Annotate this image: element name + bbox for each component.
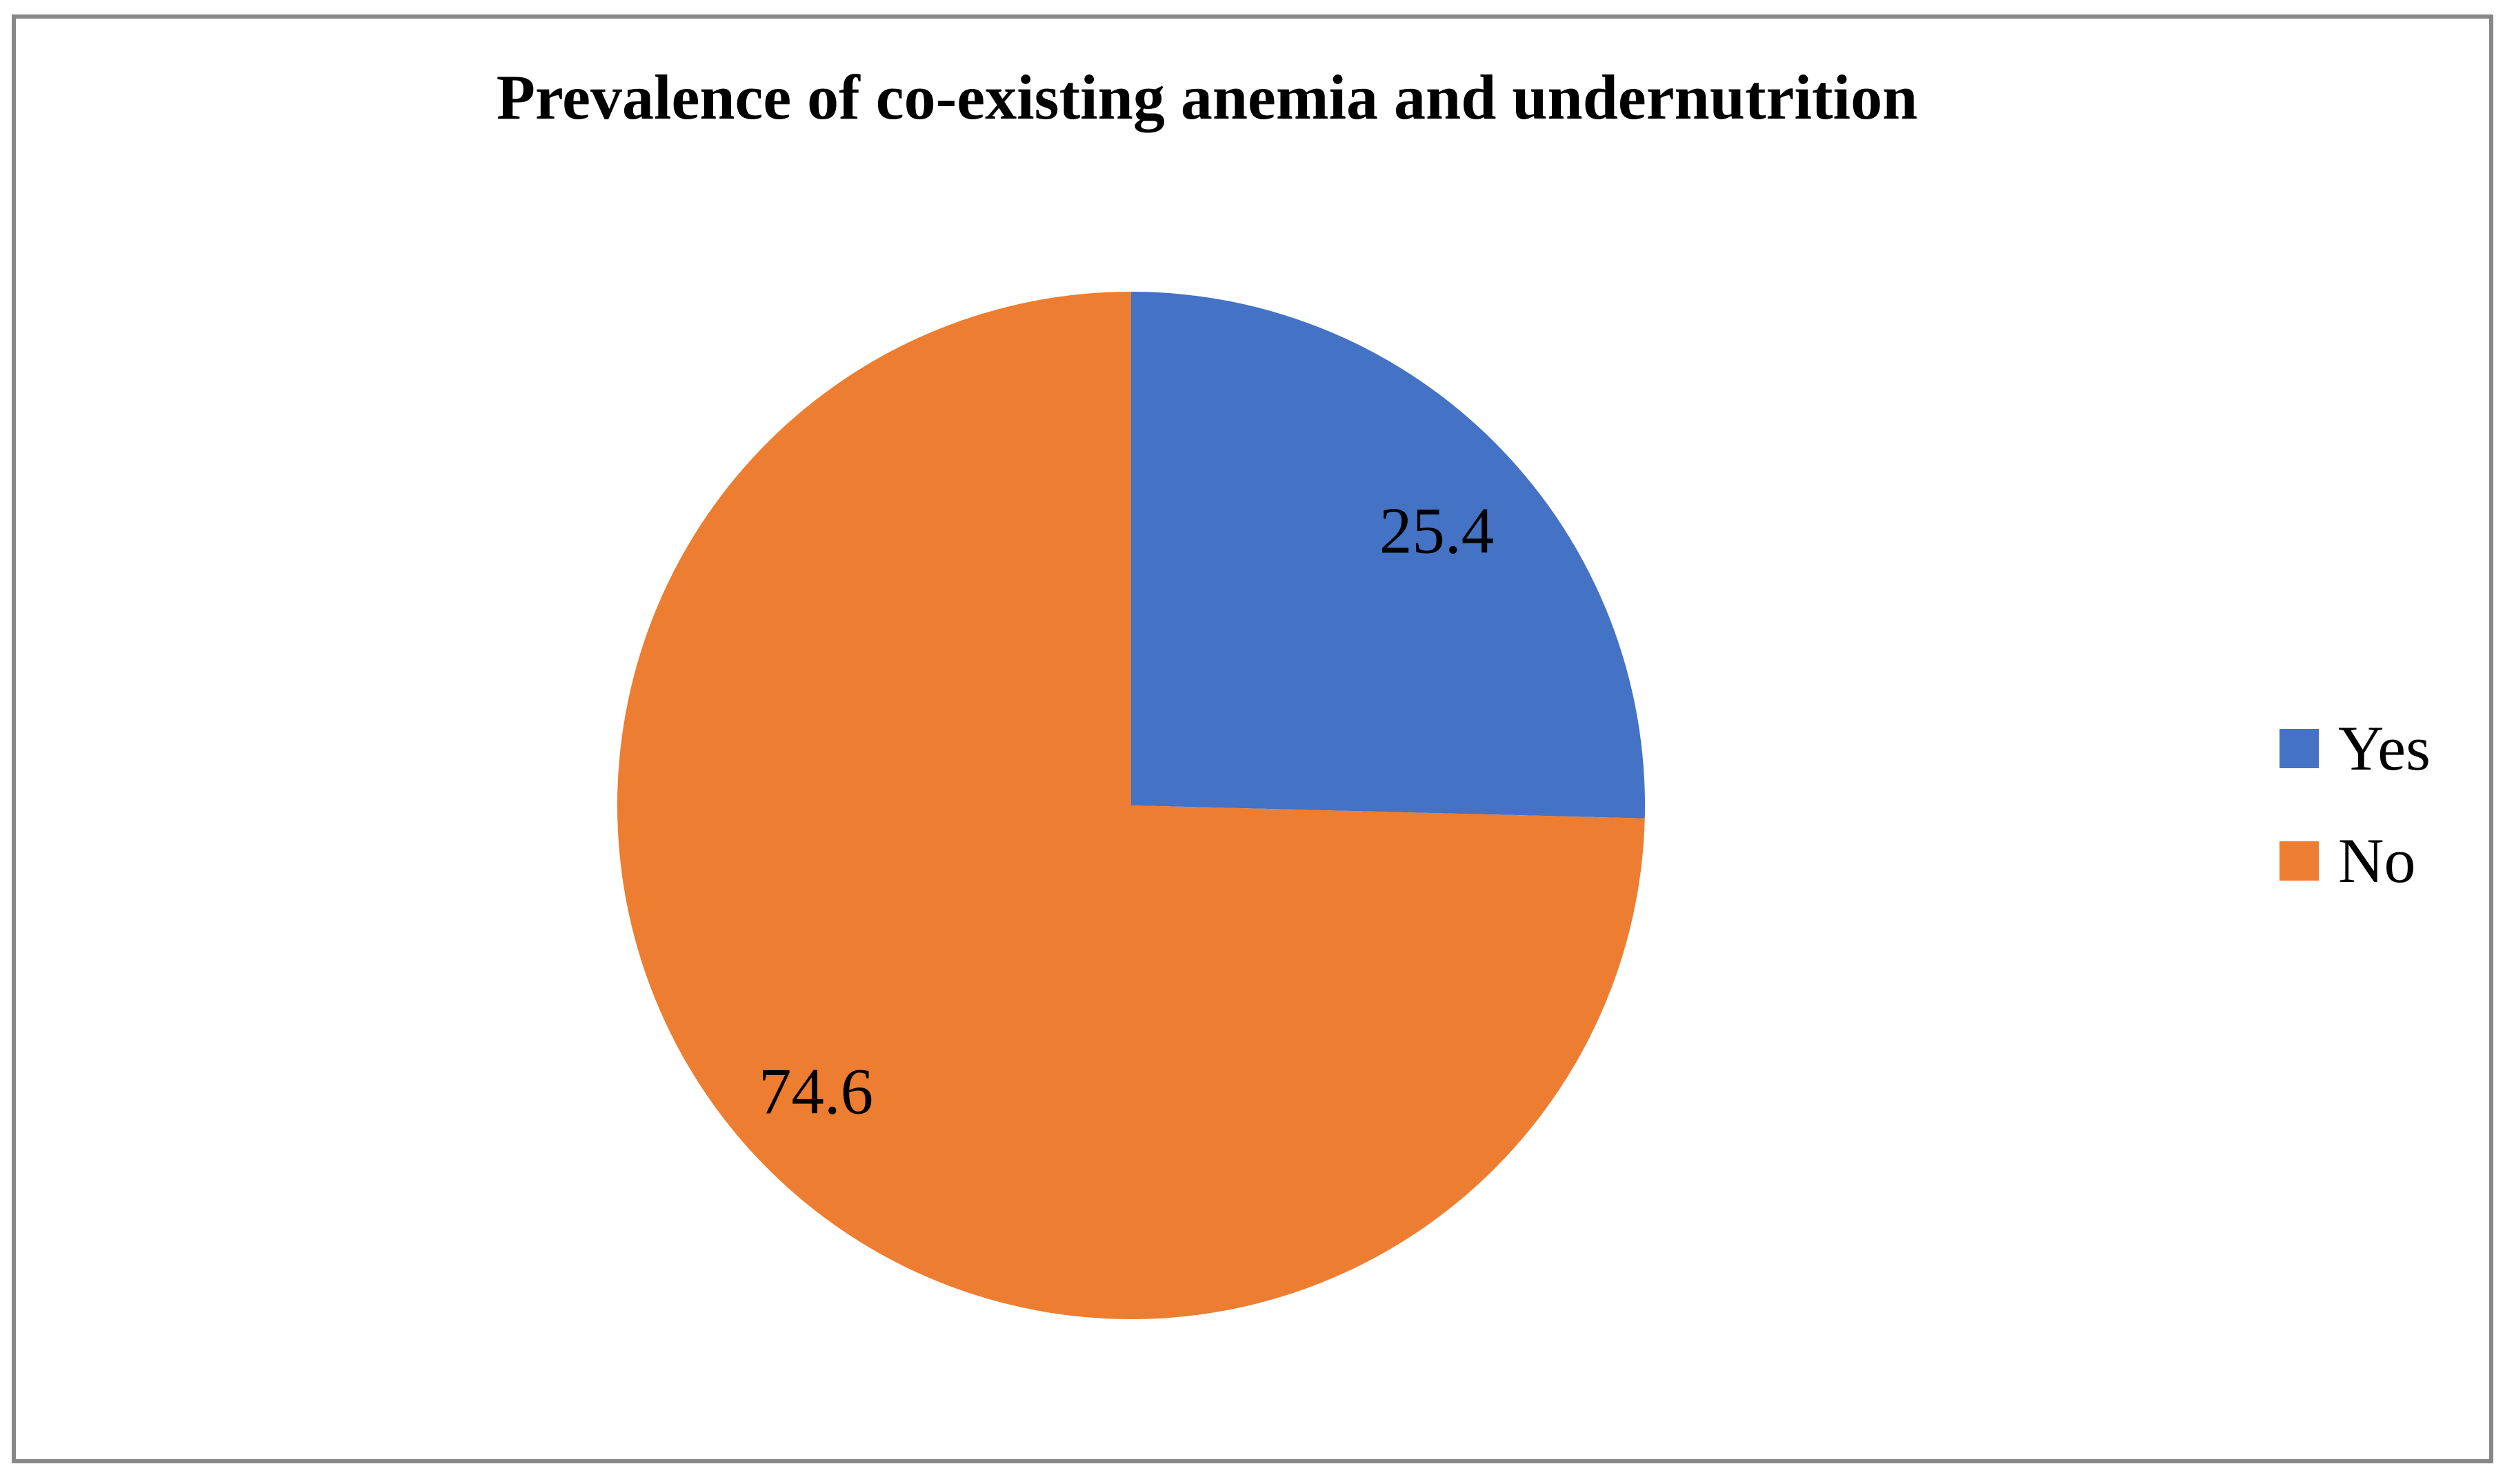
chart-title: Prevalence of co-existing anemia and und… [496,62,1918,132]
legend-swatch-yes-icon [2279,728,2319,768]
data-label-no: 74.6 [758,1054,874,1128]
data-label-yes: 25.4 [1379,494,1495,568]
pie-slice-yes [1131,292,1645,819]
legend-label-no: No [2338,825,2416,896]
pie-slice-no [617,292,1645,1319]
legend-item-yes: Yes [2279,710,2431,786]
pie-chart [617,292,1645,1319]
legend-label-yes: Yes [2338,713,2431,783]
legend: Yes No [2279,710,2431,935]
legend-swatch-no-icon [2279,841,2319,881]
legend-item-no: No [2279,823,2431,899]
